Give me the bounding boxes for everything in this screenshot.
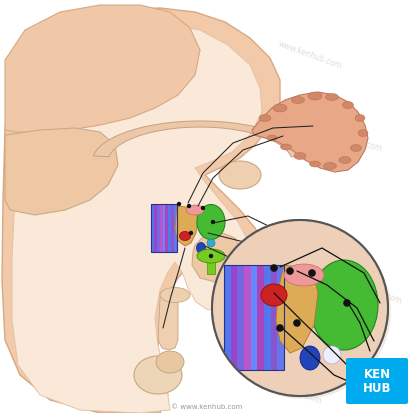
Polygon shape [276,265,318,353]
Ellipse shape [280,144,292,150]
Ellipse shape [355,114,365,121]
Bar [160,204,163,252]
Bar [231,265,238,370]
Ellipse shape [284,264,324,286]
Text: www.kenhub.com: www.kenhub.com [6,147,74,173]
Circle shape [323,346,341,364]
Bar [271,265,278,370]
Polygon shape [192,232,242,282]
Ellipse shape [134,356,182,394]
Circle shape [276,324,284,332]
Text: www.kenhub.com: www.kenhub.com [337,274,403,306]
Bar [163,204,166,252]
Text: www.kenhub.com: www.kenhub.com [136,12,204,38]
Ellipse shape [294,152,306,159]
Ellipse shape [339,157,351,164]
Circle shape [308,269,316,277]
Bar [169,204,172,252]
Text: KEN: KEN [363,368,391,380]
Ellipse shape [197,242,206,254]
Text: HUB: HUB [363,382,391,394]
Ellipse shape [197,204,225,240]
Ellipse shape [292,97,304,104]
Circle shape [215,223,391,399]
Text: © www.kenhub.com: © www.kenhub.com [171,404,243,410]
Text: www.kenhub.com: www.kenhub.com [27,29,93,61]
Bar [207,256,215,274]
Ellipse shape [300,346,320,370]
Bar [157,204,160,252]
Polygon shape [175,206,198,246]
Bar [224,265,231,370]
Bar [166,204,169,252]
Polygon shape [5,128,118,215]
Ellipse shape [351,145,361,152]
Bar [151,204,154,252]
Bar [244,265,251,370]
Ellipse shape [186,205,204,215]
Text: www.kenhub.com: www.kenhub.com [47,274,113,306]
Ellipse shape [310,260,378,350]
Text: www.kenhub.com: www.kenhub.com [206,297,274,323]
Ellipse shape [323,162,337,169]
Bar [224,265,284,370]
Circle shape [201,206,205,210]
Ellipse shape [325,93,339,100]
Circle shape [209,254,213,258]
Circle shape [212,220,388,396]
Circle shape [189,231,193,235]
Ellipse shape [156,351,184,373]
Circle shape [293,319,301,327]
Text: www.kenhub.com: www.kenhub.com [316,127,384,153]
Polygon shape [2,8,280,413]
Circle shape [177,202,181,206]
Circle shape [270,264,278,272]
FancyBboxPatch shape [346,358,408,404]
Bar [174,204,178,252]
Ellipse shape [309,161,320,167]
Polygon shape [5,5,200,132]
Bar [278,265,285,370]
Circle shape [286,267,294,275]
Bar [237,265,244,370]
Ellipse shape [273,104,287,112]
Bar [264,265,271,370]
Polygon shape [12,25,262,413]
Bar [151,204,177,252]
Text: www.kenhub.com: www.kenhub.com [277,39,343,71]
Bar [257,265,264,370]
Circle shape [211,220,215,224]
Ellipse shape [180,232,190,240]
Ellipse shape [219,161,261,189]
Ellipse shape [197,249,225,263]
Ellipse shape [358,130,368,137]
Circle shape [187,204,191,208]
Polygon shape [158,290,178,350]
Text: www.kenhub.com: www.kenhub.com [96,377,164,403]
Ellipse shape [342,102,354,109]
Ellipse shape [160,287,190,302]
Bar [154,204,157,252]
Circle shape [212,220,388,396]
Circle shape [207,239,215,247]
Polygon shape [252,92,368,172]
Text: www.kenhub.com: www.kenhub.com [257,374,323,406]
Polygon shape [93,121,307,157]
Ellipse shape [308,92,322,100]
Text: www.kenhub.com: www.kenhub.com [167,104,233,136]
Circle shape [343,299,351,307]
Ellipse shape [259,114,271,121]
Ellipse shape [267,135,277,141]
Bar [171,204,175,252]
Ellipse shape [261,284,287,306]
Bar [251,265,258,370]
